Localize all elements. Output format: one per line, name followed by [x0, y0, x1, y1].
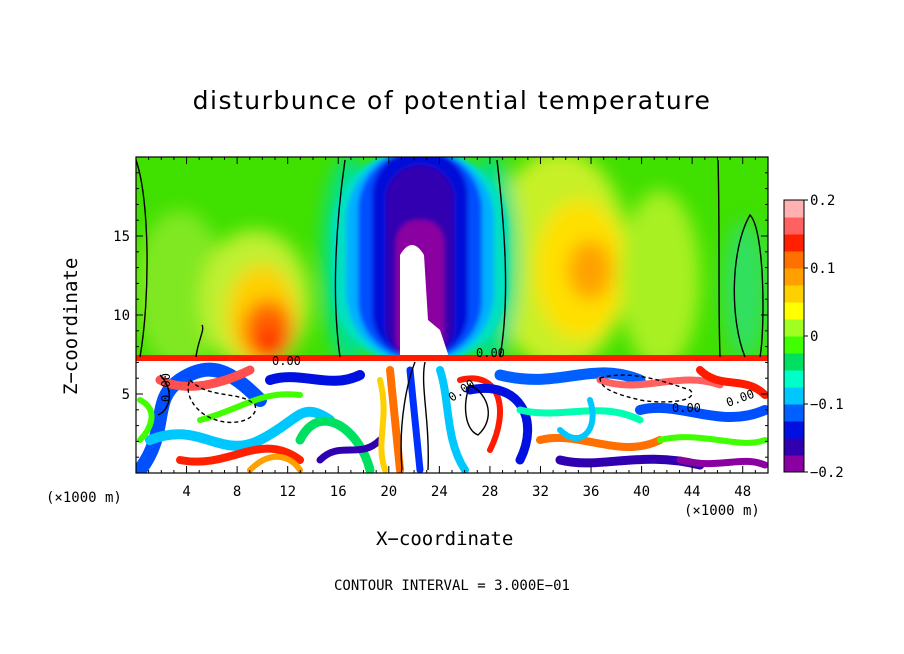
column-core — [400, 245, 450, 360]
colorbar — [783, 199, 808, 473]
x-tick-label: 8 — [233, 484, 241, 500]
colorbar-swatch — [784, 319, 804, 337]
x-tick-label: 20 — [380, 484, 397, 500]
x-unit-label-right: (×1000 m) — [684, 503, 760, 519]
colorbar-swatch — [784, 251, 804, 269]
colorbar-swatch — [784, 217, 804, 235]
contour-label: 0.00 — [272, 354, 301, 368]
contour-interval-note: CONTOUR INTERVAL = 3.000E−01 — [333, 578, 570, 594]
x-axis-label: X−coordinate — [376, 528, 514, 550]
contour-label: 0.00 — [476, 346, 505, 360]
x-tick-label: 36 — [583, 484, 600, 500]
x-tick-label: 28 — [481, 484, 498, 500]
colorbar-tick-label: −0.1 — [810, 397, 844, 413]
x-tick-label: 24 — [431, 484, 448, 500]
colorbar-swatch — [784, 302, 804, 320]
contour-label: 0.00 — [159, 373, 173, 402]
inversion-layer — [136, 355, 768, 361]
chart-title: disturbunce of potential temperature — [192, 86, 712, 115]
colorbar-swatch — [784, 455, 804, 473]
colorbar-swatch — [784, 370, 804, 388]
y-tick-label: 15 — [113, 229, 130, 245]
colorbar-swatch — [784, 336, 804, 354]
y-tick-label: 5 — [122, 387, 130, 403]
colorbar-tick-label: −0.2 — [810, 465, 844, 481]
colorbar-swatch — [784, 285, 804, 303]
x-tick-label: 40 — [633, 484, 650, 500]
contour-label: 0.00 — [672, 401, 701, 415]
colorbar-swatch — [784, 234, 804, 252]
plot-area: 0.00 0.00 0.00 0.00 0.00 0.00 — [136, 157, 768, 473]
x-unit-label-left: (×1000 m) — [46, 490, 122, 506]
colorbar-swatch — [784, 421, 804, 439]
y-axis-label: Z−coordinate — [60, 257, 82, 395]
colorbar-labels: 0.2 0.1 0 −0.1 −0.2 — [810, 193, 844, 481]
colorbar-swatch — [784, 404, 804, 422]
colorbar-swatch — [784, 268, 804, 286]
colorbar-tick-label: 0 — [810, 329, 818, 345]
contour-lines — [136, 159, 764, 471]
x-tick-label: 4 — [182, 484, 190, 500]
colorbar-swatch — [784, 387, 804, 405]
colorbar-tick-label: 0.1 — [810, 261, 835, 277]
colorbar-swatch — [784, 200, 804, 218]
x-tick-label: 48 — [734, 484, 751, 500]
y-tick-label: 10 — [113, 308, 130, 324]
colorbar-swatch — [784, 438, 804, 456]
x-tick-label: 12 — [279, 484, 296, 500]
colorbar-tick-label: 0.2 — [810, 193, 835, 209]
colorbar-swatch — [784, 353, 804, 371]
x-tick-label: 16 — [330, 484, 347, 500]
axis-ticks — [135, 156, 769, 474]
x-tick-label: 44 — [684, 484, 701, 500]
x-tick-label: 32 — [532, 484, 549, 500]
